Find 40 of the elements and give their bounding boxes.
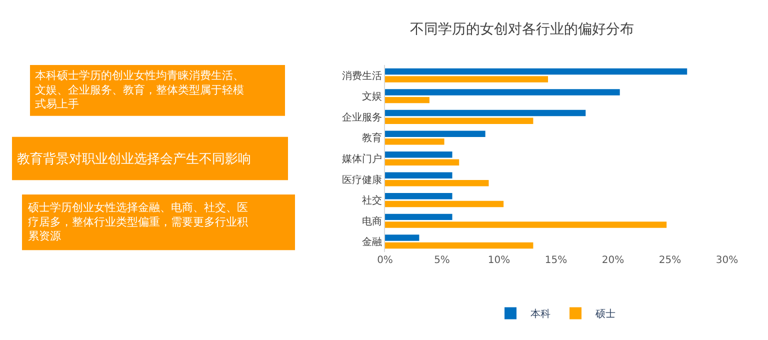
y-tick-label: 文娱	[362, 90, 382, 103]
y-tick-label: 企业服务	[342, 111, 382, 124]
bar	[385, 234, 420, 241]
bar	[385, 118, 534, 124]
bar	[385, 222, 667, 228]
legend-label: 本科	[530, 308, 550, 320]
x-tick-label: 5%	[434, 255, 450, 266]
y-tick-label: 消费生活	[342, 70, 382, 82]
bar	[385, 96, 430, 104]
x-tick-label: 0%	[377, 255, 393, 266]
bar	[385, 200, 504, 208]
bar	[385, 138, 444, 145]
bar	[385, 159, 460, 166]
bar	[385, 110, 586, 116]
y-tick-label: 医疗健康	[342, 174, 382, 186]
bar	[385, 180, 489, 186]
text: 教育背景对职业创业选择会产生不同影响	[17, 151, 251, 167]
y-tick-label: 媒体门户	[342, 153, 382, 165]
bar	[385, 130, 486, 137]
y-tick-label: 金融	[362, 236, 382, 248]
bar	[385, 89, 620, 96]
text: 本科硕士学历的创业女性均青睐消费生活、文娱、企业服务、教育，整体类型属于轻模式易上手	[35, 69, 244, 111]
y-tick-label: 电商	[362, 215, 382, 228]
chart-title: 不同学历的女创对各行业的偏好分布	[410, 22, 634, 38]
bar	[385, 151, 452, 158]
legend-label: 硕士	[594, 308, 616, 320]
bar	[385, 242, 534, 249]
bar	[385, 214, 452, 220]
bar	[385, 68, 688, 75]
x-tick-label: 25%	[658, 255, 682, 266]
y-tick-label: 教育	[362, 132, 382, 144]
x-tick-label: 10%	[488, 255, 510, 266]
bar	[385, 76, 548, 82]
x-tick-label: 15%	[544, 255, 568, 266]
x-tick-label: 30%	[716, 255, 738, 266]
x-tick-label: 20%	[602, 255, 624, 266]
bar	[385, 193, 452, 200]
y-tick-label: 社交	[362, 194, 382, 207]
text: 硕士学历创业女性选择金融、电商、社交、医疗居多，整体行业类型偏重，需要更多行业积累资源	[27, 201, 248, 243]
bar	[385, 172, 452, 178]
